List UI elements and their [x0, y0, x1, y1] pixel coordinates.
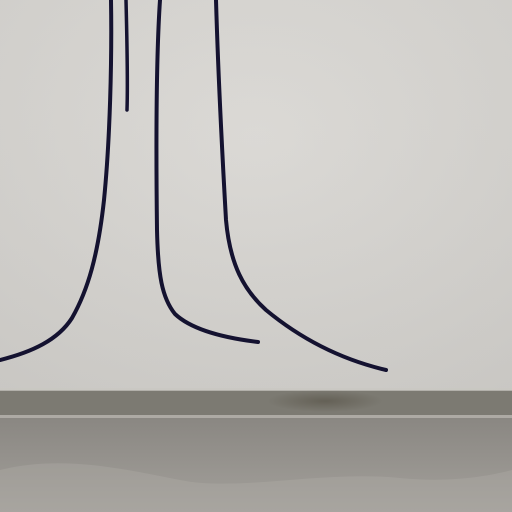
wall-vignette: [0, 0, 512, 392]
floor: [0, 418, 512, 512]
trunk-left-stroke: [0, 0, 114, 362]
baseboard-stain: [267, 390, 383, 412]
baseboard-bottom-edge: [0, 415, 512, 418]
trunk-right-stroke: [214, 0, 388, 372]
baseboard-top-edge: [0, 388, 512, 391]
trunk-inner-long-stroke: [154, 0, 260, 344]
trunk-inner-short-stroke: [124, 0, 130, 112]
baseboard: [0, 390, 512, 418]
floor-reflection: [0, 463, 512, 512]
trunk-drawing: [0, 0, 388, 372]
